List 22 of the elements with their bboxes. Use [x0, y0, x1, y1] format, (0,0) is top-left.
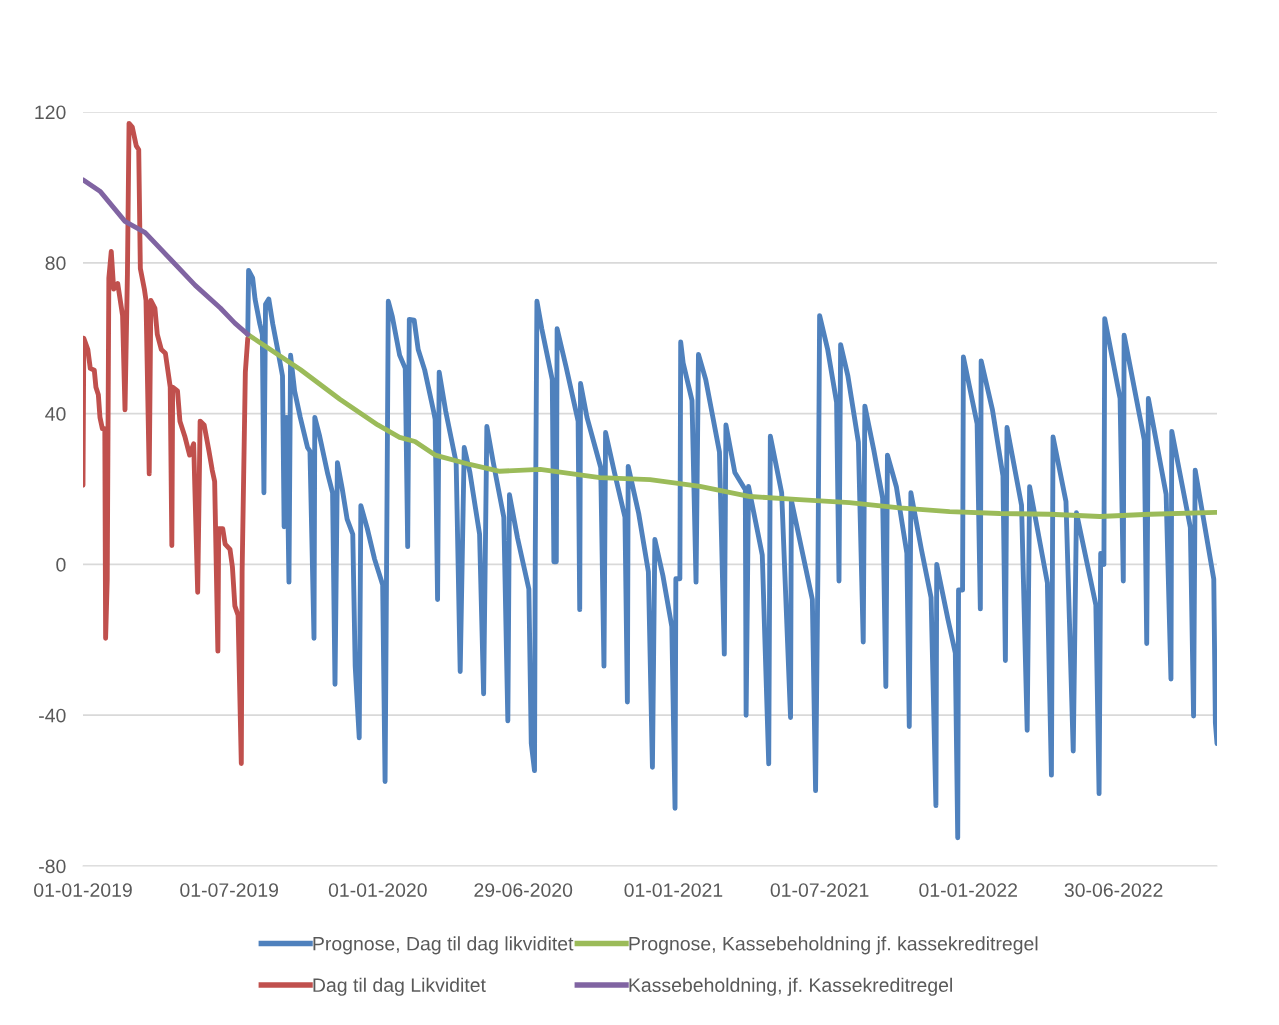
line-series [245, 332, 1217, 519]
legend-label: Prognose, Kassebeholdning jf. kassekreditregel [629, 936, 1038, 955]
legend-label: Dag til dag Likviditet [313, 977, 486, 996]
y-tick-label: 120 [35, 105, 66, 120]
legend-label: Kassebeholdning, jf. Kassekreditregel [629, 977, 952, 996]
y-tick-label: -40 [39, 708, 66, 723]
x-tick-label: 01-07-2019 [180, 883, 279, 897]
x-tick-label: 01-01-2019 [34, 883, 132, 897]
line-series [83, 177, 251, 337]
line-series [83, 120, 251, 766]
x-tick-label: 01-01-2020 [328, 883, 427, 897]
y-tick-label: 40 [45, 407, 66, 421]
x-tick-label: 01-01-2021 [624, 883, 723, 897]
x-tick-label: 30-06-2022 [1064, 883, 1163, 897]
x-tick-label: 29-06-2020 [474, 883, 573, 897]
x-tick-label: 01-01-2022 [919, 883, 1017, 897]
line-series [245, 267, 1217, 841]
y-tick-label: -80 [39, 859, 66, 874]
legend-label: Prognose, Dag til dag likviditet [313, 936, 574, 955]
x-tick-label: 01-07-2021 [770, 883, 869, 897]
y-tick-label: 80 [45, 256, 66, 271]
y-tick-label: 0 [56, 557, 66, 572]
